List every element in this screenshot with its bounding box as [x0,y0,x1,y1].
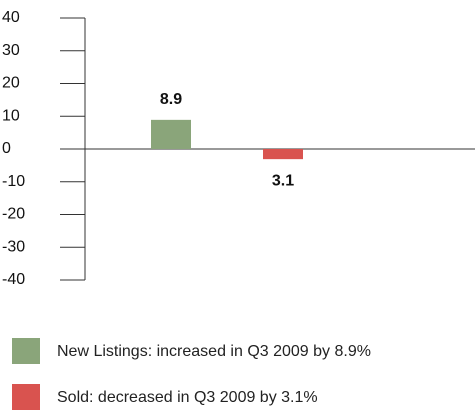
value-label: 3.1 [272,172,294,189]
legend-label: Sold: decreased in Q3 2009 by 3.1% [57,389,318,406]
y-tick-label: -40 [2,271,25,288]
legend-label: New Listings: increased in Q3 2009 by 8.… [57,343,371,360]
value-label: 8.9 [160,91,182,108]
y-tick-label: -30 [2,238,25,255]
y-tick-label: 30 [2,42,20,59]
bar [263,149,303,160]
y-tick-label: 20 [2,75,20,92]
legend-swatch [12,384,40,410]
legend-swatch [12,338,40,364]
y-tick-label: -20 [2,206,25,223]
y-tick-label: -10 [2,173,25,190]
y-tick-label: 10 [2,107,20,124]
y-tick-label: 40 [2,9,20,26]
y-tick-label: 0 [2,140,11,157]
bar [151,119,191,149]
